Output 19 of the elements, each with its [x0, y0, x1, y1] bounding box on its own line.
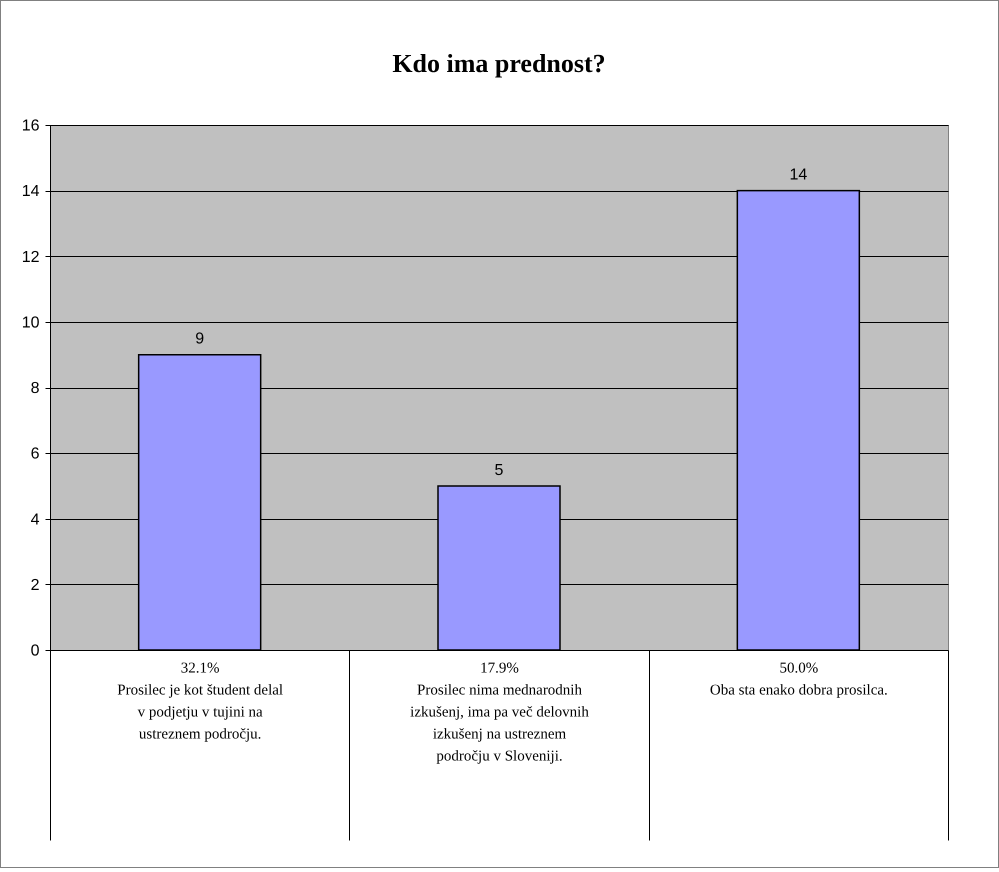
y-tick-label: 12 [22, 248, 40, 266]
chart-title: Kdo ima prednost? [392, 49, 606, 78]
y-tick-label: 0 [30, 642, 40, 660]
y-tick-label: 2 [30, 576, 40, 594]
text: 32.1% [180, 660, 220, 676]
y-tick-label: 16 [22, 118, 40, 134]
text: 50.0% [779, 660, 818, 676]
data-label: 14 [789, 166, 808, 184]
x-tick-label: Oba sta enako dobra prosilca. [710, 682, 888, 698]
y-tick-label: 6 [30, 446, 40, 463]
y-tick-label: 4 [30, 511, 40, 528]
text: 17.9% [480, 660, 519, 676]
data-label: 5 [494, 462, 504, 479]
x-tick-label: Prosilec je kot študent delal v podjetju v tujini na ustreznem področju. [117, 682, 284, 742]
y-tick-label: 10 [22, 314, 40, 332]
x-tick-label: Prosilec nima mednarodnih izkušenj, ima pa več delovnih izkušenj na ustreznem področju v Sloveniji. [410, 682, 590, 764]
y-tick-label: 14 [22, 183, 40, 200]
data-label: 9 [195, 330, 204, 348]
y-tick-label: 8 [30, 380, 40, 397]
